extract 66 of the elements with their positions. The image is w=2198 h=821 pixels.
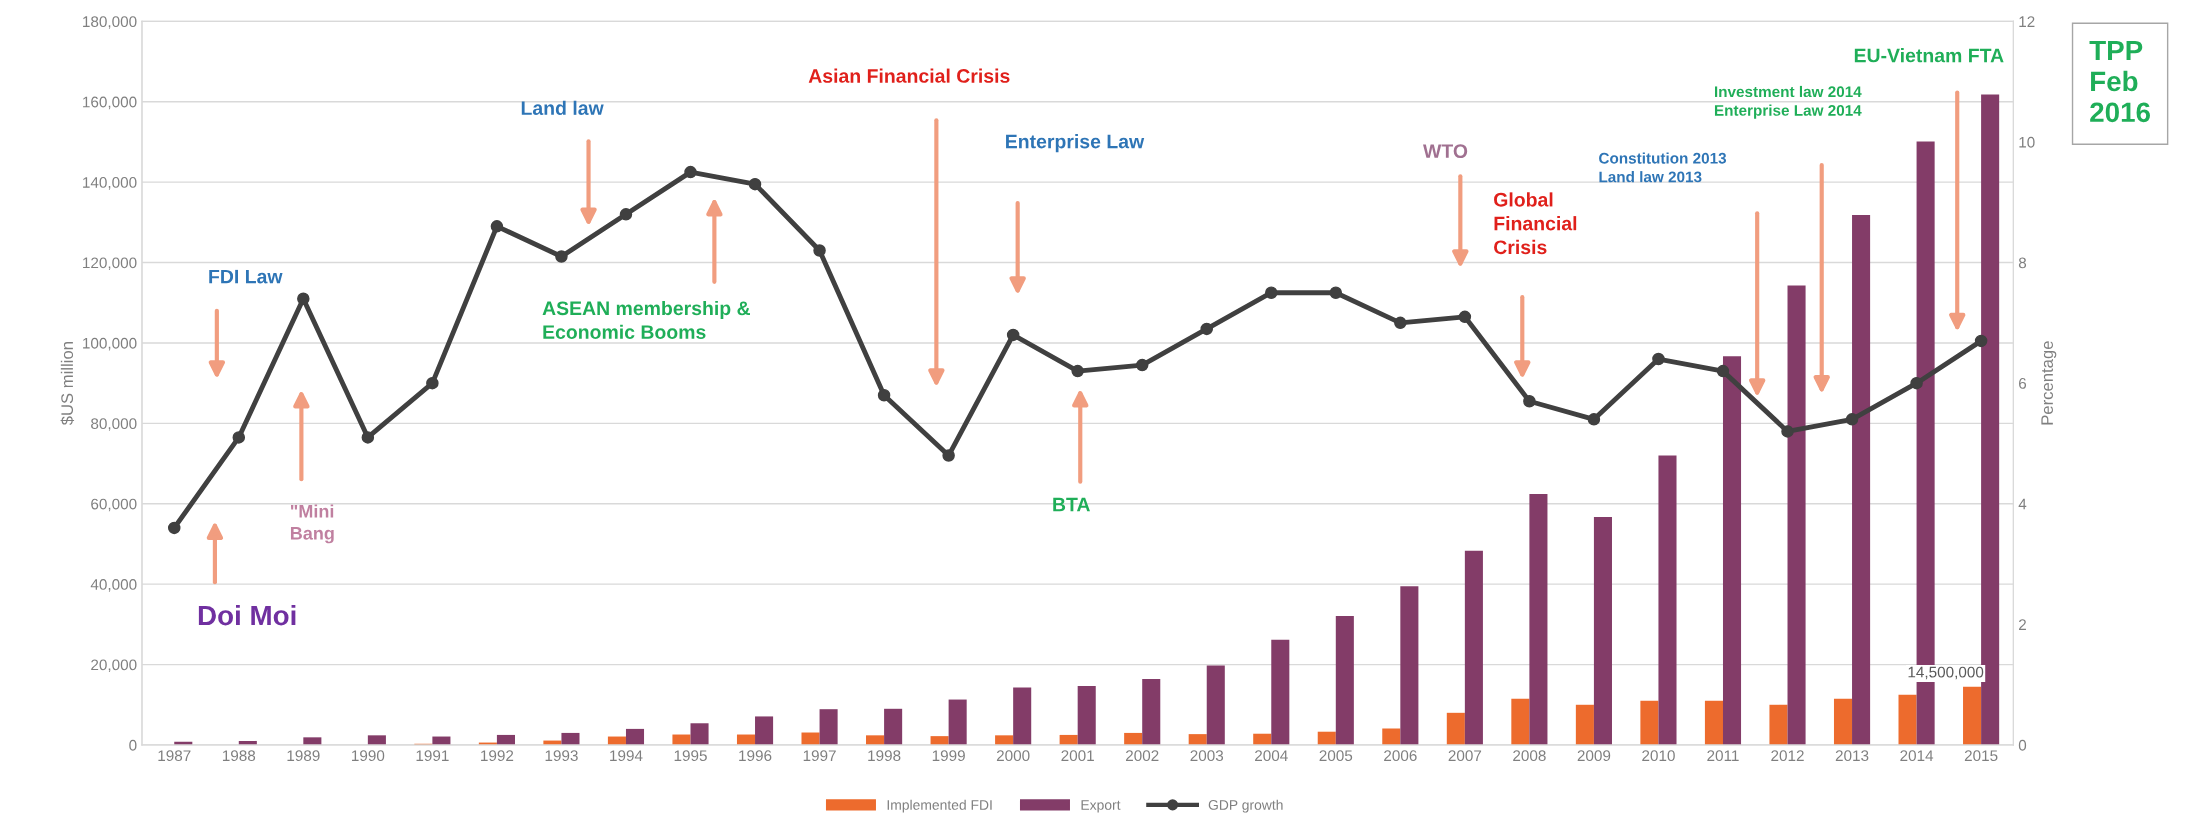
x-tick-label: 2012 xyxy=(1771,750,1804,762)
annotation: Constitution 2013 Land law 2013 xyxy=(1599,152,1727,183)
x-tick-label: 1996 xyxy=(739,750,772,762)
annotation: Enterprise Law xyxy=(1006,134,1145,153)
annotation: BTA xyxy=(1053,497,1090,512)
y-axis-title: $US million xyxy=(60,342,75,426)
x-tick-label: 2001 xyxy=(1061,750,1094,762)
annotation: ASEAN membership & Economic Booms xyxy=(542,300,751,339)
y2-tick-label: 8 xyxy=(2018,257,2027,269)
y-tick-label: 0 xyxy=(129,739,137,751)
x-tick-label: 1991 xyxy=(416,750,449,762)
x-tick-label: 2010 xyxy=(1642,750,1675,762)
x-tick-label: 2011 xyxy=(1707,750,1739,762)
x-tick-label: 2005 xyxy=(1319,750,1353,762)
legend-label: Export xyxy=(1081,800,1121,813)
y-tick-label: 20,000 xyxy=(91,659,137,673)
y-tick-label: 180,000 xyxy=(83,16,137,29)
x-tick-label: 1994 xyxy=(610,750,643,762)
annotation: EU-Vietnam FTA xyxy=(1854,48,2004,63)
y-tick-label: 160,000 xyxy=(83,96,137,110)
x-tick-label: 2008 xyxy=(1513,750,1546,762)
x-tick-label: 2004 xyxy=(1255,750,1288,762)
x-tick-label: 1993 xyxy=(545,750,578,762)
y-tick-label: 140,000 xyxy=(83,177,137,190)
x-tick-label: 2003 xyxy=(1190,750,1224,762)
x-tick-label: 2013 xyxy=(1835,750,1869,762)
x-tick-label: 1999 xyxy=(932,750,965,762)
x-tick-label: 2000 xyxy=(996,750,1030,762)
x-tick-label: 1989 xyxy=(287,750,320,762)
y-tick-label: 100,000 xyxy=(83,337,137,351)
x-tick-label: 2009 xyxy=(1577,750,1611,762)
y2-tick-label: 12 xyxy=(2019,16,2035,27)
x-tick-label: 1998 xyxy=(868,750,901,762)
x-tick-label: 2014 xyxy=(1900,750,1934,762)
y2-tick-label: 4 xyxy=(2018,498,2027,510)
x-tick-label: 2015 xyxy=(1964,750,1998,762)
annotation: Investment law 2014 Enterprise Law 2014 xyxy=(1714,85,1862,119)
y-tick-label: 40,000 xyxy=(90,579,137,592)
x-tick-label: 2002 xyxy=(1125,750,1159,762)
y2-tick-label: 10 xyxy=(2019,136,2035,148)
legend-label: GDP growth xyxy=(1208,799,1283,813)
y-tick-label: 120,000 xyxy=(83,257,137,271)
x-tick-label: 1988 xyxy=(222,750,256,762)
y2-tick-label: 2 xyxy=(2019,619,2026,630)
y2-tick-label: 6 xyxy=(2019,378,2027,389)
annotation: Asian Financial Crisis xyxy=(808,68,1010,83)
x-tick-label: 1990 xyxy=(352,750,385,762)
text: TPP Feb 2016 xyxy=(2089,40,2150,123)
y-tick-label: 60,000 xyxy=(91,498,137,512)
annotation: Doi Moi xyxy=(198,604,296,626)
annotation: FDI Law xyxy=(209,269,283,284)
y2-axis-title: Percentage xyxy=(2041,341,2057,425)
annotation: "Mini Bang xyxy=(290,504,334,544)
x-tick-label: 1997 xyxy=(803,750,836,762)
x-tick-label: 2006 xyxy=(1384,750,1417,762)
x-tick-label: 1995 xyxy=(674,750,707,762)
annotation: Global Financial Crisis xyxy=(1494,192,1577,255)
annotation: WTO xyxy=(1423,144,1468,159)
x-tick-label: 1992 xyxy=(481,750,514,762)
annotation: Land law xyxy=(521,100,604,116)
annotation: 14,500,000 xyxy=(1908,666,1984,680)
y2-tick-label: 0 xyxy=(2018,739,2027,751)
x-tick-label: 2007 xyxy=(1448,750,1482,762)
x-tick-label: 1987 xyxy=(158,750,191,762)
legend-label: Implemented FDI xyxy=(887,799,992,813)
y-tick-label: 80,000 xyxy=(91,418,137,431)
